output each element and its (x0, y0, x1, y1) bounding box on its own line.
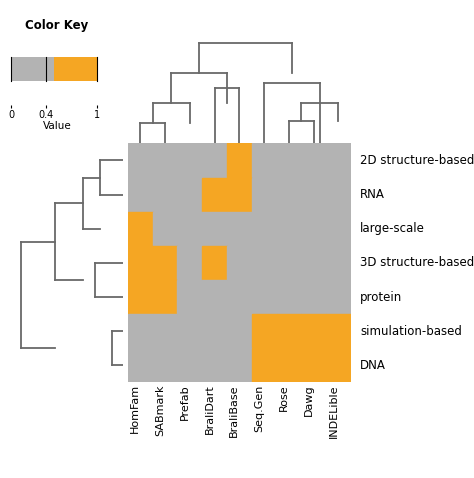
Bar (276, 212, 301, 246)
Bar (252, 280, 276, 314)
Text: HomFam: HomFam (130, 384, 140, 434)
Bar (301, 314, 326, 348)
Bar (128, 143, 153, 177)
Text: 3D structure-based: 3D structure-based (360, 256, 474, 270)
Bar (326, 212, 351, 246)
Bar (276, 177, 301, 212)
Bar (177, 212, 202, 246)
Bar (128, 348, 153, 382)
Text: Prefab: Prefab (180, 384, 190, 420)
Bar (177, 280, 202, 314)
Bar (153, 246, 177, 280)
Bar (153, 177, 177, 212)
Bar (202, 143, 227, 177)
Bar (252, 177, 276, 212)
Bar (227, 143, 252, 177)
Bar (252, 314, 276, 348)
Bar (153, 348, 177, 382)
Bar (202, 314, 227, 348)
Bar (252, 348, 276, 382)
Bar (252, 246, 276, 280)
Bar (326, 280, 351, 314)
Bar (128, 314, 153, 348)
Bar (227, 212, 252, 246)
Bar (276, 143, 301, 177)
Bar (326, 348, 351, 382)
Bar (128, 280, 153, 314)
Bar (301, 212, 326, 246)
Bar (326, 143, 351, 177)
Bar (202, 246, 227, 280)
Bar (227, 348, 252, 382)
Bar (301, 246, 326, 280)
Text: protein: protein (360, 291, 402, 304)
Bar (301, 143, 326, 177)
Text: SABmark: SABmark (155, 384, 165, 436)
Bar (202, 177, 227, 212)
Bar (301, 177, 326, 212)
Bar (202, 280, 227, 314)
Bar (227, 314, 252, 348)
Text: Dawg: Dawg (304, 384, 314, 416)
Bar (301, 348, 326, 382)
Bar (202, 212, 227, 246)
Bar (276, 280, 301, 314)
Text: large-scale: large-scale (360, 222, 425, 235)
Bar (276, 314, 301, 348)
Title: Color Key: Color Key (25, 19, 89, 33)
Bar (177, 177, 202, 212)
Bar (153, 314, 177, 348)
Text: BraliBase: BraliBase (229, 384, 239, 437)
Text: BraliDart: BraliDart (205, 384, 215, 434)
Text: simulation-based: simulation-based (360, 325, 462, 337)
Bar (153, 212, 177, 246)
Bar (177, 246, 202, 280)
Bar (177, 143, 202, 177)
Bar (202, 348, 227, 382)
Bar (326, 314, 351, 348)
Bar (128, 212, 153, 246)
Bar (301, 280, 326, 314)
Bar (227, 177, 252, 212)
Bar (153, 280, 177, 314)
Bar (128, 246, 153, 280)
Bar (177, 314, 202, 348)
Bar (276, 246, 301, 280)
Bar (227, 246, 252, 280)
Bar (276, 348, 301, 382)
Bar (252, 143, 276, 177)
Bar (326, 246, 351, 280)
Text: RNA: RNA (360, 188, 385, 201)
Text: 2D structure-based: 2D structure-based (360, 154, 474, 167)
Bar (153, 143, 177, 177)
Bar (252, 212, 276, 246)
Bar (326, 177, 351, 212)
Bar (177, 348, 202, 382)
X-axis label: Value: Value (43, 121, 71, 131)
Text: Rose: Rose (279, 384, 289, 411)
Text: DNA: DNA (360, 359, 386, 372)
Bar (227, 280, 252, 314)
Text: INDELible: INDELible (328, 384, 338, 438)
Bar (128, 177, 153, 212)
Text: Seq.Gen: Seq.Gen (254, 384, 264, 432)
